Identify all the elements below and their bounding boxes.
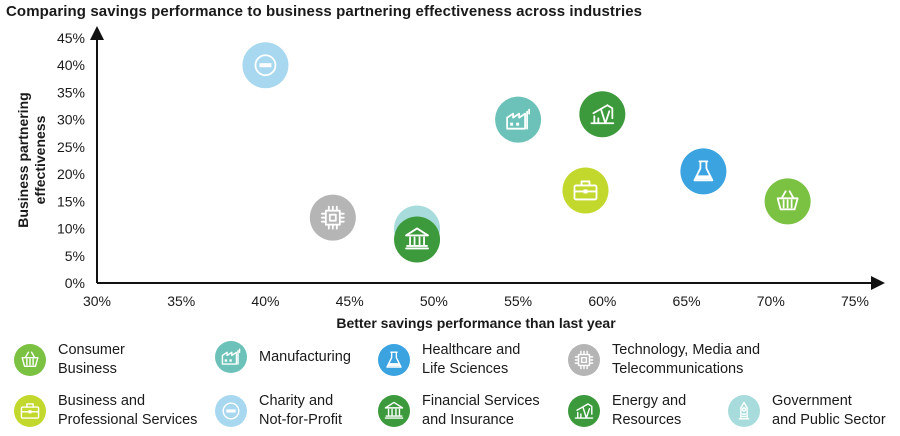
x-tick-label: 35%	[167, 293, 195, 309]
tower-icon	[738, 401, 750, 420]
data-point-bubble	[394, 216, 441, 263]
legend-label: Charity and Not-for-Profit	[259, 393, 342, 428]
x-tick-label: 60%	[588, 293, 616, 309]
x-tick-label: 75%	[841, 293, 869, 309]
data-point-bubble	[309, 194, 356, 241]
basket-icon	[21, 351, 39, 367]
x-tick-label: 40%	[251, 293, 279, 309]
minus-circle-icon	[222, 402, 240, 420]
legend-swatch	[215, 395, 247, 427]
factory-icon	[221, 348, 241, 365]
data-point	[394, 216, 441, 263]
legend-item: Business and Professional Services	[14, 392, 197, 430]
bank-icon	[384, 401, 404, 419]
legend-item: Healthcare and Life Sciences	[378, 341, 520, 379]
y-tick-label: 5%	[65, 248, 85, 264]
x-tick-label: 70%	[757, 293, 785, 309]
y-axis-arrow	[90, 26, 104, 40]
briefcase-icon	[20, 403, 40, 419]
legend-swatch	[728, 395, 760, 427]
chip-icon	[320, 205, 345, 230]
basket-icon	[776, 190, 799, 211]
legend-item: Manufacturing	[215, 341, 351, 373]
oil-pump-icon	[574, 403, 594, 419]
briefcase-icon	[573, 180, 598, 201]
y-tick-label: 0%	[65, 275, 85, 291]
y-tick-label: 25%	[57, 139, 85, 155]
oil-pump-icon	[590, 104, 615, 125]
legend-item: Charity and Not-for-Profit	[215, 392, 342, 430]
flask-icon	[386, 351, 402, 368]
legend-swatch	[14, 395, 46, 427]
data-point	[764, 178, 811, 225]
data-point	[579, 91, 626, 138]
legend-label: Government and Public Sector	[772, 393, 886, 428]
bank-icon	[405, 227, 429, 250]
data-point	[562, 167, 609, 214]
x-axis-label: Better savings performance than last yea…	[336, 315, 616, 331]
data-point	[309, 194, 356, 241]
legend-swatch	[568, 344, 600, 376]
legend-label: Healthcare and Life Sciences	[422, 342, 521, 377]
minus-circle-icon	[254, 54, 277, 77]
x-tick-label: 45%	[336, 293, 364, 309]
legend-label: Consumer Business	[58, 342, 125, 377]
data-point	[495, 96, 542, 143]
legend-item: Technology, Media and Telecommunications	[568, 341, 760, 379]
x-tick-label: 30%	[83, 293, 111, 309]
chip-icon	[574, 350, 594, 370]
x-tick-label: 55%	[504, 293, 532, 309]
x-axis-arrow	[871, 276, 885, 290]
y-tick-label: 15%	[57, 193, 85, 209]
y-tick-label: 40%	[57, 57, 85, 73]
data-point-bubble	[680, 148, 727, 195]
legend-label: Energy and Resources	[612, 393, 687, 428]
legend-label: Technology, Media and Telecommunications	[612, 342, 761, 377]
data-point	[242, 42, 289, 89]
legend-item: Financial Services and Insurance	[378, 392, 540, 430]
factory-icon	[506, 108, 531, 130]
legend-swatch	[378, 344, 410, 376]
x-tick-label: 65%	[673, 293, 701, 309]
legend-swatch	[14, 344, 46, 376]
x-tick-label: 50%	[420, 293, 448, 309]
data-point-bubble	[495, 96, 542, 143]
legend-item: Government and Public Sector	[728, 392, 886, 430]
data-point	[680, 148, 727, 195]
legend-label: Financial Services and Insurance	[422, 393, 540, 428]
legend-swatch	[568, 395, 600, 427]
chart-title: Comparing savings performance to busines…	[6, 3, 643, 20]
legend-item: Energy and Resources	[568, 392, 686, 430]
y-tick-label: 35%	[57, 84, 85, 100]
legend-item: Consumer Business	[14, 341, 125, 379]
legend-swatch	[215, 341, 247, 373]
y-tick-label: 10%	[57, 221, 85, 237]
y-tick-label: 30%	[57, 112, 85, 128]
flask-icon	[693, 160, 714, 182]
legend-label: Manufacturing	[259, 348, 351, 365]
y-tick-label: 45%	[57, 30, 85, 46]
y-axis-label: Business partneringeffectiveness	[15, 92, 48, 227]
y-tick-label: 20%	[57, 166, 85, 182]
legend-swatch	[378, 395, 410, 427]
legend-label: Business and Professional Services	[58, 393, 198, 428]
